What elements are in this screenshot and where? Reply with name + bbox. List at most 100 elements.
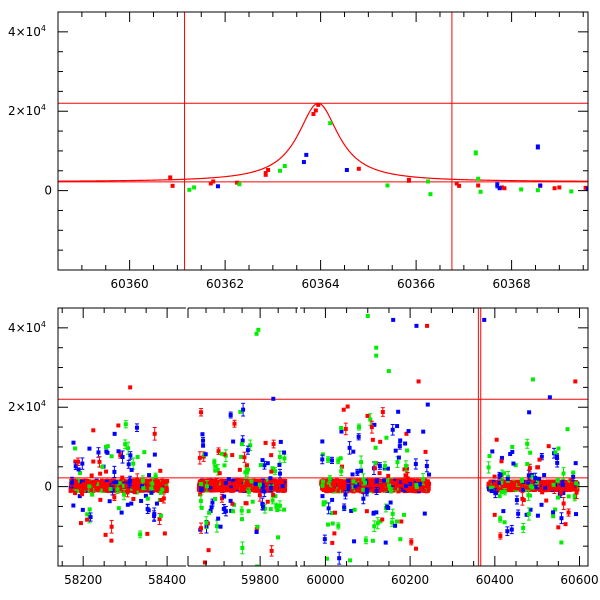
data-point: [340, 488, 345, 493]
data-point: [239, 478, 244, 483]
data-point: [98, 497, 103, 502]
data-point: [347, 445, 352, 450]
data-point: [116, 449, 121, 454]
data-point: [265, 485, 270, 490]
data-point: [343, 426, 348, 431]
data-point: [212, 480, 217, 485]
data-point: [256, 327, 261, 332]
data-point: [330, 540, 335, 545]
y-tick-label: 0: [44, 480, 52, 494]
data-point: [527, 410, 532, 415]
data-point: [320, 483, 325, 488]
data-point: [321, 502, 326, 507]
data-point: [535, 465, 540, 470]
data-point: [215, 479, 220, 484]
data-point: [91, 459, 96, 464]
data-point: [551, 479, 556, 484]
data-point: [371, 479, 376, 484]
data-point: [217, 471, 222, 476]
data-point: [282, 456, 287, 461]
data-point: [207, 510, 212, 515]
data-point: [494, 437, 499, 442]
data-point: [282, 507, 287, 512]
data-point: [337, 556, 342, 561]
data-point: [498, 472, 503, 477]
data-point: [134, 425, 139, 430]
data-point: [257, 493, 262, 498]
data-point: [322, 483, 327, 488]
data-point: [498, 517, 503, 522]
data-point: [158, 513, 163, 518]
data-point: [361, 496, 366, 501]
data-point: [245, 448, 250, 453]
data-point: [389, 478, 394, 483]
data-point: [502, 489, 507, 494]
data-point: [143, 493, 148, 498]
data-point: [230, 453, 235, 458]
data-point: [397, 444, 402, 449]
data-point: [572, 493, 577, 498]
data-point: [220, 483, 225, 488]
data-point: [277, 454, 282, 459]
data-point: [202, 560, 207, 565]
axis-break: [298, 307, 300, 310]
data-point: [219, 451, 224, 456]
data-point: [414, 323, 419, 328]
data-point: [216, 449, 221, 454]
data-point: [374, 479, 379, 484]
data-point: [556, 525, 561, 530]
data-point: [131, 485, 136, 490]
plot-area: [58, 12, 588, 270]
data-point: [393, 448, 398, 453]
data-point: [503, 481, 508, 486]
data-point: [270, 466, 275, 471]
data-point: [374, 345, 379, 350]
data-point: [398, 537, 403, 542]
data-point: [326, 506, 331, 511]
data-point: [154, 501, 159, 506]
data-point: [248, 443, 253, 448]
data-point: [416, 379, 421, 384]
data-point: [92, 483, 97, 488]
data-point: [162, 531, 167, 536]
data-point: [255, 524, 260, 529]
data-point: [404, 431, 409, 436]
data-point: [215, 184, 220, 189]
data-point: [344, 167, 349, 172]
data-point: [561, 501, 566, 506]
data-point: [352, 539, 357, 544]
data-point: [396, 479, 401, 484]
data-point: [535, 483, 540, 488]
data-point: [544, 498, 549, 503]
data-point: [123, 422, 128, 427]
data-point: [551, 514, 556, 519]
data-point: [160, 478, 165, 483]
data-point: [324, 556, 329, 561]
data-point: [356, 434, 361, 439]
data-point: [125, 484, 130, 489]
data-point: [526, 473, 531, 478]
data-point: [403, 441, 408, 446]
data-point: [329, 484, 334, 489]
data-point: [559, 540, 564, 545]
data-point: [237, 182, 242, 187]
data-point: [134, 486, 139, 491]
data-point: [551, 510, 556, 515]
data-point: [213, 468, 218, 473]
data-point: [559, 490, 564, 495]
data-point: [454, 181, 459, 186]
data-point: [360, 483, 365, 488]
data-point: [399, 479, 404, 484]
data-point: [128, 385, 133, 390]
data-point: [327, 476, 332, 481]
data-point: [206, 548, 211, 553]
data-point: [526, 493, 531, 498]
data-point: [222, 463, 227, 468]
data-point: [544, 482, 549, 487]
data-point: [218, 485, 223, 490]
data-point: [368, 417, 373, 422]
data-point: [91, 428, 96, 433]
y-tick-label: 2×104: [8, 103, 46, 118]
data-point: [78, 521, 83, 526]
data-point: [85, 517, 90, 522]
